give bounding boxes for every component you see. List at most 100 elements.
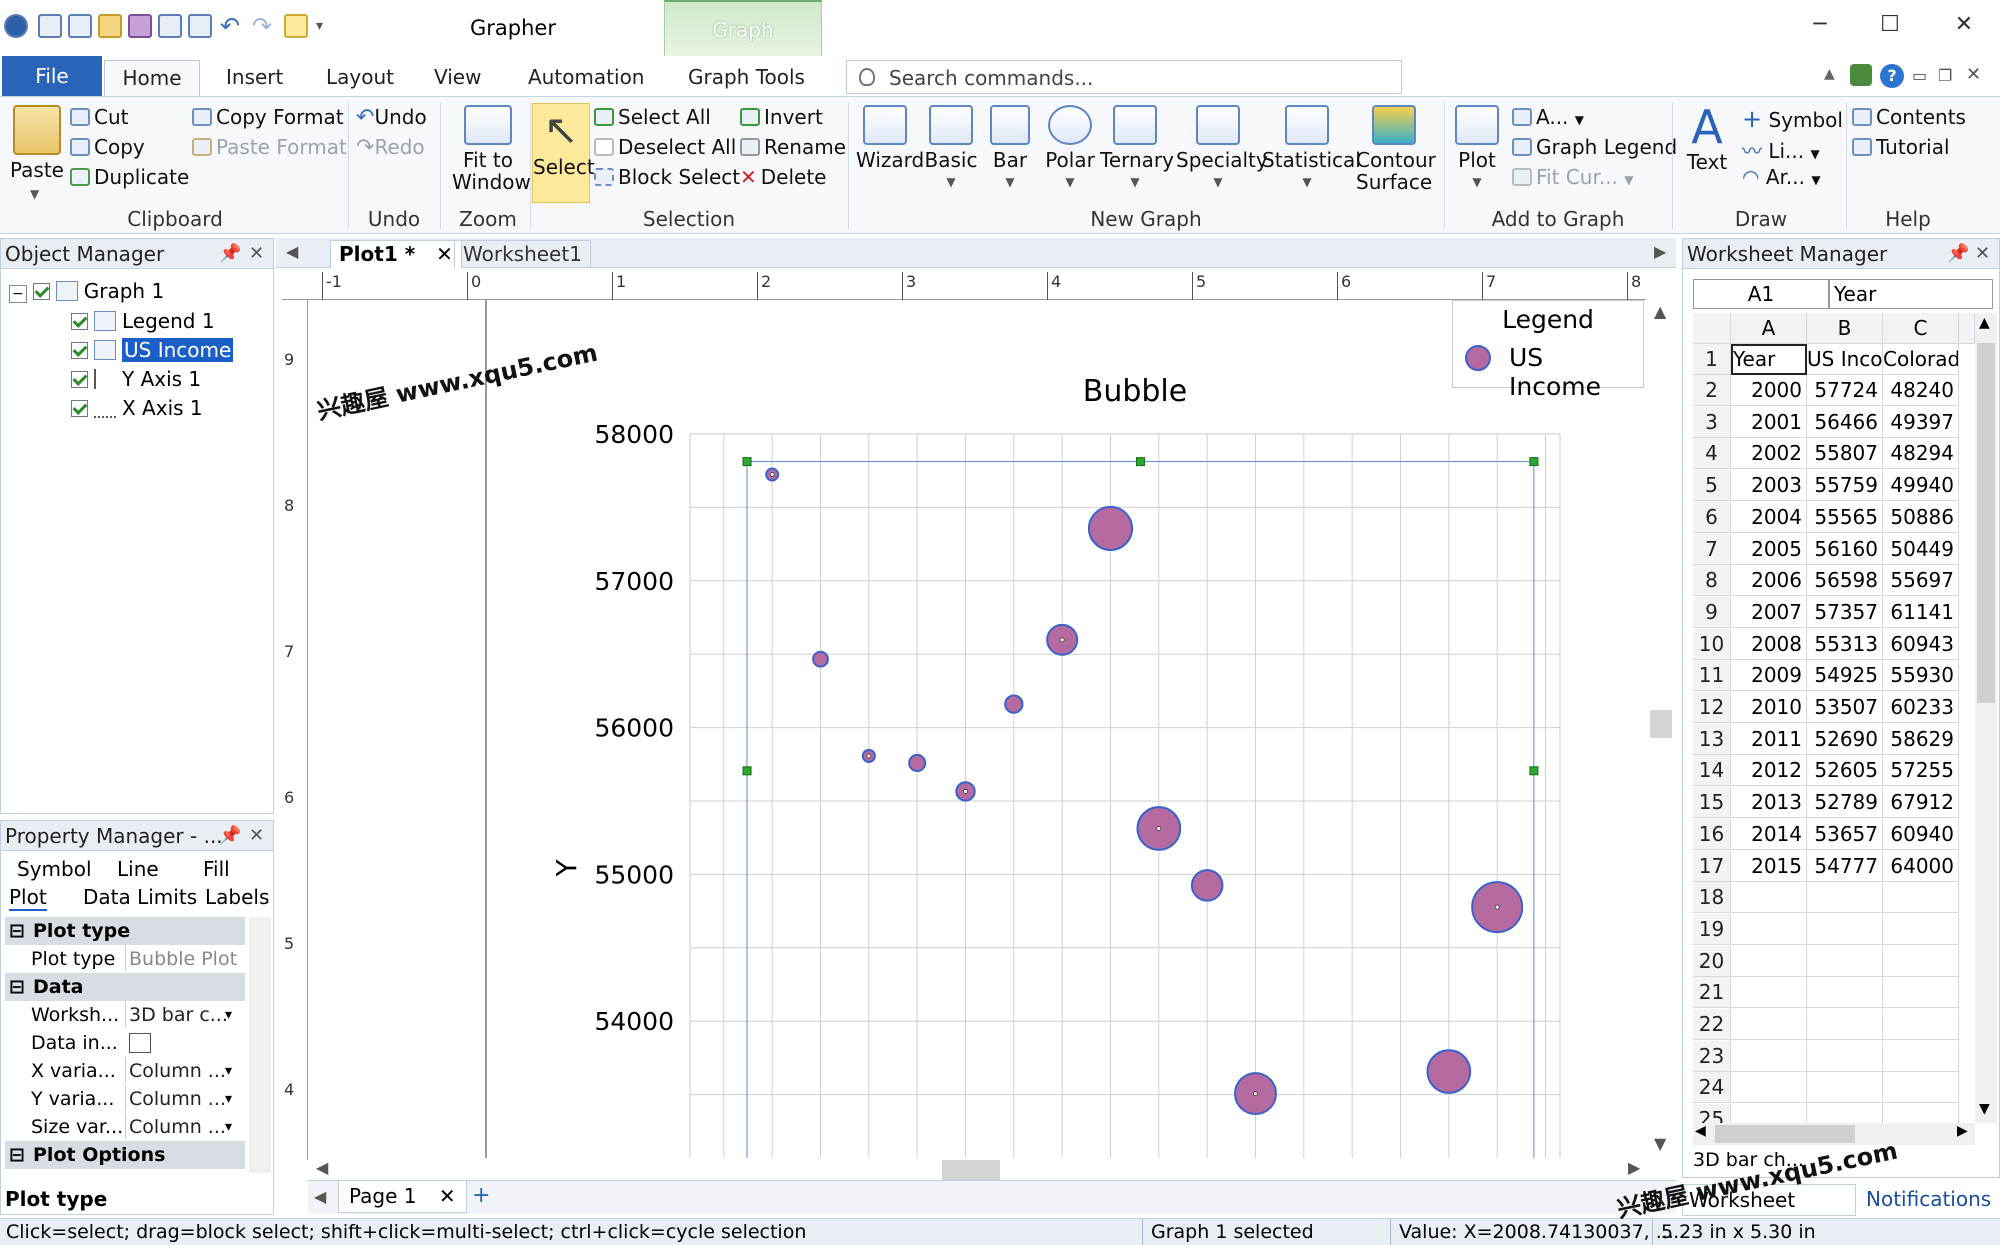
row-header[interactable]: 20 bbox=[1693, 945, 1731, 977]
cut-button[interactable]: Cut bbox=[70, 105, 128, 129]
row-header[interactable]: 4 bbox=[1693, 438, 1731, 470]
minimize-button[interactable]: ─ bbox=[1813, 12, 1827, 37]
tab-automation[interactable]: Automation bbox=[528, 65, 645, 89]
table-cell[interactable]: 57255 bbox=[1883, 755, 1959, 787]
checkbox-icon[interactable] bbox=[71, 313, 88, 330]
basic-button[interactable]: Basic ▼ bbox=[922, 105, 980, 193]
row-header[interactable]: 24 bbox=[1693, 1072, 1731, 1104]
row-header[interactable]: 11 bbox=[1693, 660, 1731, 692]
tree-item-x-axis[interactable]: X Axis 1 bbox=[71, 396, 203, 420]
redo-quick-icon[interactable]: ↷ bbox=[252, 12, 273, 40]
table-cell[interactable] bbox=[1883, 1072, 1959, 1104]
column-header-partial[interactable] bbox=[1959, 313, 1975, 344]
prop-tab-plot[interactable]: Plot bbox=[9, 885, 47, 911]
row-header[interactable]: 5 bbox=[1693, 470, 1731, 502]
table-cell[interactable]: 52690 bbox=[1807, 723, 1883, 755]
table-cell[interactable]: 2000 bbox=[1731, 375, 1807, 406]
table-cell[interactable]: 57357 bbox=[1807, 596, 1883, 628]
open-folder-icon[interactable] bbox=[98, 14, 122, 38]
table-cell[interactable]: 2001 bbox=[1731, 406, 1807, 438]
worksheet-grid[interactable]: A B C 1 Year US Inco Colorad 2 2000 57724 48240 3 20… bbox=[1693, 313, 1975, 1123]
section-collapse-icon[interactable]: ⊟ bbox=[9, 1144, 25, 1166]
new-worksheet-icon[interactable] bbox=[68, 14, 92, 38]
table-cell[interactable] bbox=[1731, 1040, 1807, 1072]
table-cell[interactable]: 2006 bbox=[1731, 565, 1807, 597]
column-header[interactable]: C bbox=[1883, 313, 1959, 344]
save-icon[interactable] bbox=[128, 14, 152, 38]
table-cell[interactable]: 2013 bbox=[1731, 787, 1807, 819]
delete-button[interactable]: ✕ Delete bbox=[740, 165, 826, 189]
corner-cell[interactable] bbox=[1693, 313, 1731, 344]
table-cell[interactable]: 55697 bbox=[1883, 565, 1959, 597]
ternary-button[interactable]: Ternary ▼ bbox=[1100, 105, 1174, 193]
scroll-down-icon[interactable]: ▼ bbox=[1979, 1101, 1990, 1117]
scroll-up-icon[interactable]: ▲ bbox=[1654, 302, 1667, 321]
table-cell[interactable]: 52605 bbox=[1807, 755, 1883, 787]
row-header[interactable]: 9 bbox=[1693, 596, 1731, 628]
table-cell[interactable]: 54777 bbox=[1807, 850, 1883, 882]
cell-reference-box[interactable]: A1 bbox=[1693, 279, 1829, 309]
table-cell[interactable] bbox=[1807, 977, 1883, 1009]
table-cell[interactable]: 50886 bbox=[1883, 501, 1959, 533]
page-tab[interactable]: Page 1 ✕ bbox=[338, 1181, 467, 1213]
table-cell[interactable]: 2005 bbox=[1731, 533, 1807, 565]
checkbox-icon[interactable] bbox=[71, 371, 88, 388]
table-cell[interactable]: 55759 bbox=[1807, 470, 1883, 502]
row-header[interactable]: 10 bbox=[1693, 628, 1731, 660]
paste-button[interactable]: Paste bbox=[8, 105, 66, 181]
tree-item-legend[interactable]: Legend 1 bbox=[71, 309, 215, 333]
table-cell[interactable] bbox=[1807, 1072, 1883, 1104]
graph-legend-button[interactable]: Graph Legend bbox=[1512, 135, 1677, 159]
table-cell[interactable]: 2009 bbox=[1731, 660, 1807, 692]
scroll-left-icon[interactable]: ◀ bbox=[1695, 1123, 1706, 1139]
undo-button[interactable]: ↶Undo bbox=[356, 105, 427, 130]
table-cell[interactable] bbox=[1883, 945, 1959, 977]
prop-row-y-variable[interactable]: Y varia... Column ... ▾ bbox=[5, 1085, 245, 1113]
invert-button[interactable]: Invert bbox=[740, 105, 823, 129]
table-cell[interactable]: 49940 bbox=[1883, 470, 1959, 502]
table-cell[interactable]: 48240 bbox=[1883, 375, 1959, 406]
table-cell[interactable]: 55930 bbox=[1883, 660, 1959, 692]
table-cell[interactable]: 50449 bbox=[1883, 533, 1959, 565]
panel-close-icon[interactable]: ✕ bbox=[249, 825, 265, 846]
row-header[interactable]: 16 bbox=[1693, 818, 1731, 850]
table-cell[interactable]: 55565 bbox=[1807, 501, 1883, 533]
print-icon[interactable] bbox=[158, 14, 182, 38]
table-cell[interactable]: 56598 bbox=[1807, 565, 1883, 597]
doc-close-icon[interactable]: ✕ bbox=[1966, 64, 1982, 85]
table-cell[interactable]: 58629 bbox=[1883, 723, 1959, 755]
tab-scroll-right-icon[interactable]: ▶ bbox=[1654, 242, 1667, 261]
tree-collapse-icon[interactable]: − bbox=[9, 285, 27, 303]
table-cell[interactable] bbox=[1731, 882, 1807, 914]
table-cell[interactable]: 60233 bbox=[1883, 692, 1959, 723]
row-header[interactable]: 7 bbox=[1693, 533, 1731, 565]
row-header[interactable]: 6 bbox=[1693, 501, 1731, 533]
dropdown-chevron-icon[interactable]: ▾ bbox=[225, 1007, 233, 1023]
section-data[interactable]: ⊟ Data bbox=[5, 973, 245, 1001]
table-cell[interactable]: 57724 bbox=[1807, 375, 1883, 406]
tab-graph-tools[interactable]: Graph Tools bbox=[688, 65, 805, 89]
rename-button[interactable]: Rename bbox=[740, 135, 846, 159]
prop-value[interactable]: 3D bar c... bbox=[125, 1001, 243, 1027]
tab-close-icon[interactable]: ✕ bbox=[436, 242, 453, 266]
checkbox-icon[interactable] bbox=[32, 283, 50, 300]
tab-home[interactable]: Home bbox=[104, 60, 200, 96]
dropdown-chevron-icon[interactable]: ▾ bbox=[225, 1091, 233, 1107]
worksheet-hscroll[interactable]: ◀ ▶ bbox=[1693, 1123, 1975, 1145]
row-header[interactable]: 15 bbox=[1693, 787, 1731, 819]
table-cell[interactable]: 48294 bbox=[1883, 438, 1959, 470]
table-cell[interactable]: 2004 bbox=[1731, 501, 1807, 533]
table-cell[interactable] bbox=[1807, 882, 1883, 914]
line-button[interactable]: 〰 Li... ▼ bbox=[1742, 135, 1820, 164]
table-cell[interactable] bbox=[1731, 977, 1807, 1009]
redo-button[interactable]: ↷Redo bbox=[356, 135, 425, 160]
table-cell[interactable]: 2007 bbox=[1731, 596, 1807, 628]
scroll-right-icon[interactable]: ▶ bbox=[1628, 1158, 1641, 1177]
table-cell[interactable] bbox=[1883, 977, 1959, 1009]
text-button[interactable]: A Text bbox=[1680, 103, 1734, 173]
contour-surface-button[interactable]: Contour Surface bbox=[1356, 105, 1436, 193]
section-collapse-icon[interactable]: ⊟ bbox=[9, 920, 25, 942]
checkbox-icon[interactable] bbox=[71, 342, 88, 359]
scroll-right-icon[interactable]: ▶ bbox=[1957, 1123, 1968, 1139]
table-cell[interactable]: 64000 bbox=[1883, 850, 1959, 882]
